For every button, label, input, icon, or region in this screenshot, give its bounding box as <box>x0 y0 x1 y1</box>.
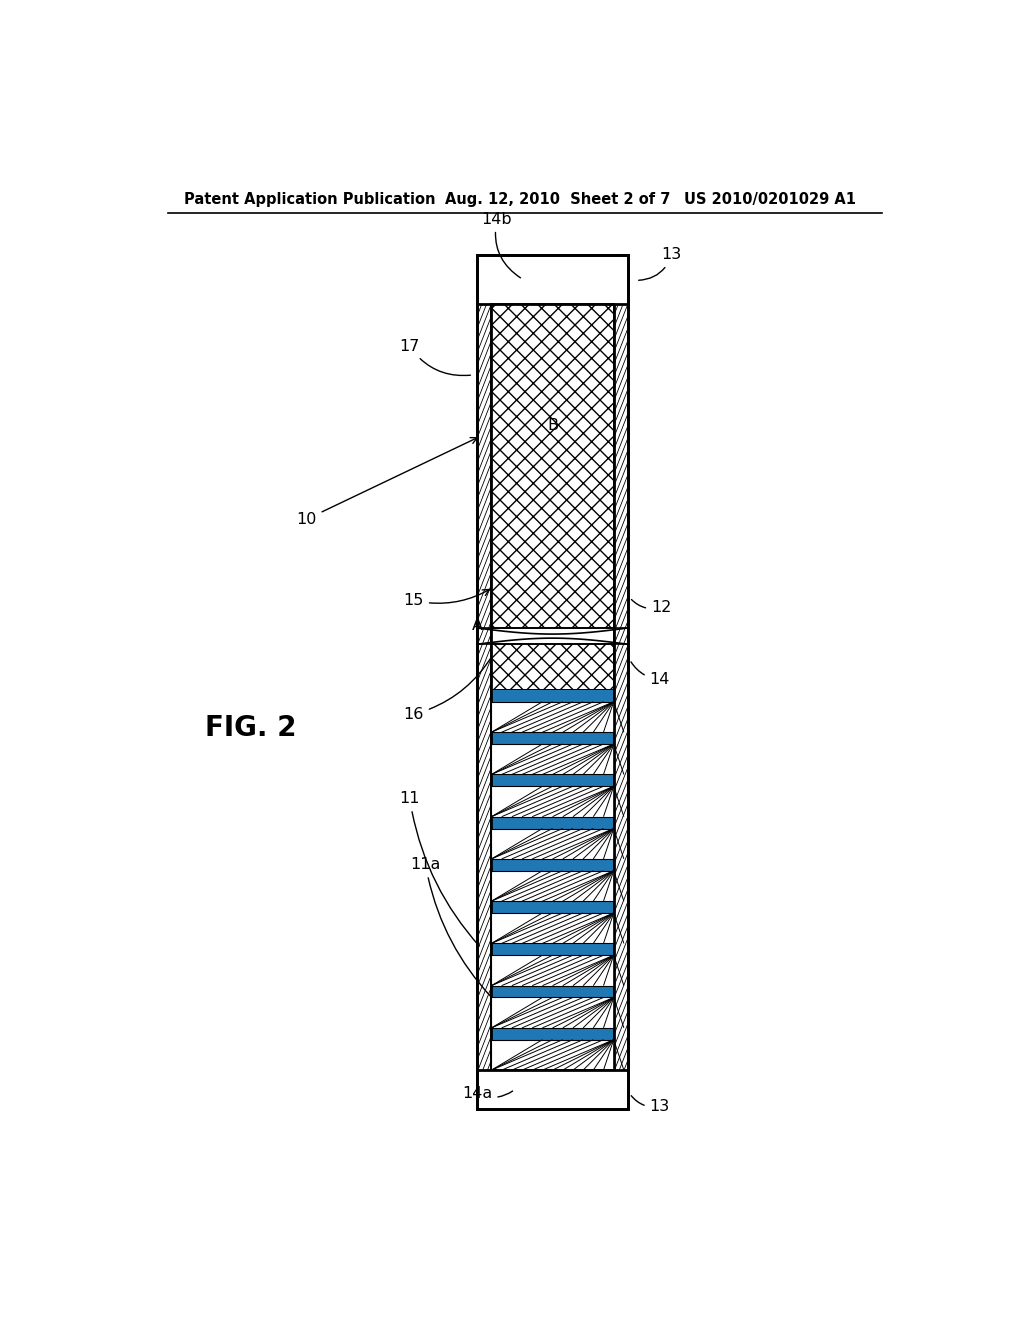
Text: FIG. 2: FIG. 2 <box>205 714 297 742</box>
Text: 17: 17 <box>399 339 470 375</box>
Text: 15: 15 <box>403 590 489 609</box>
Bar <box>477 255 628 304</box>
Bar <box>492 956 613 986</box>
Bar <box>492 744 613 775</box>
Bar <box>492 304 613 628</box>
Bar <box>492 690 613 1071</box>
Text: 11a: 11a <box>411 857 492 997</box>
Bar <box>492 998 613 1028</box>
Bar <box>492 644 613 690</box>
Bar <box>477 255 492 1109</box>
Bar <box>492 702 613 733</box>
Text: 13: 13 <box>639 247 682 280</box>
Bar <box>492 871 613 902</box>
Bar <box>613 255 628 1109</box>
Bar <box>492 304 613 628</box>
Text: US 2010/0201029 A1: US 2010/0201029 A1 <box>684 191 855 206</box>
Bar <box>492 829 613 859</box>
Bar <box>492 690 613 1071</box>
Text: 14a: 14a <box>462 1086 513 1101</box>
Bar <box>492 644 613 690</box>
Text: Patent Application Publication: Patent Application Publication <box>183 191 435 206</box>
Text: 16: 16 <box>403 657 492 722</box>
Text: B: B <box>547 417 558 433</box>
Bar <box>492 1040 613 1071</box>
Bar <box>477 1071 628 1109</box>
Text: 11: 11 <box>399 791 479 946</box>
Text: Aug. 12, 2010  Sheet 2 of 7: Aug. 12, 2010 Sheet 2 of 7 <box>445 191 671 206</box>
Text: A: A <box>472 619 482 634</box>
Bar <box>492 913 613 944</box>
Text: 13: 13 <box>631 1096 670 1114</box>
Bar <box>492 787 613 817</box>
Text: 14: 14 <box>631 661 670 688</box>
Text: 10: 10 <box>296 438 477 527</box>
Text: 14b: 14b <box>481 213 520 277</box>
Text: 12: 12 <box>632 599 672 615</box>
